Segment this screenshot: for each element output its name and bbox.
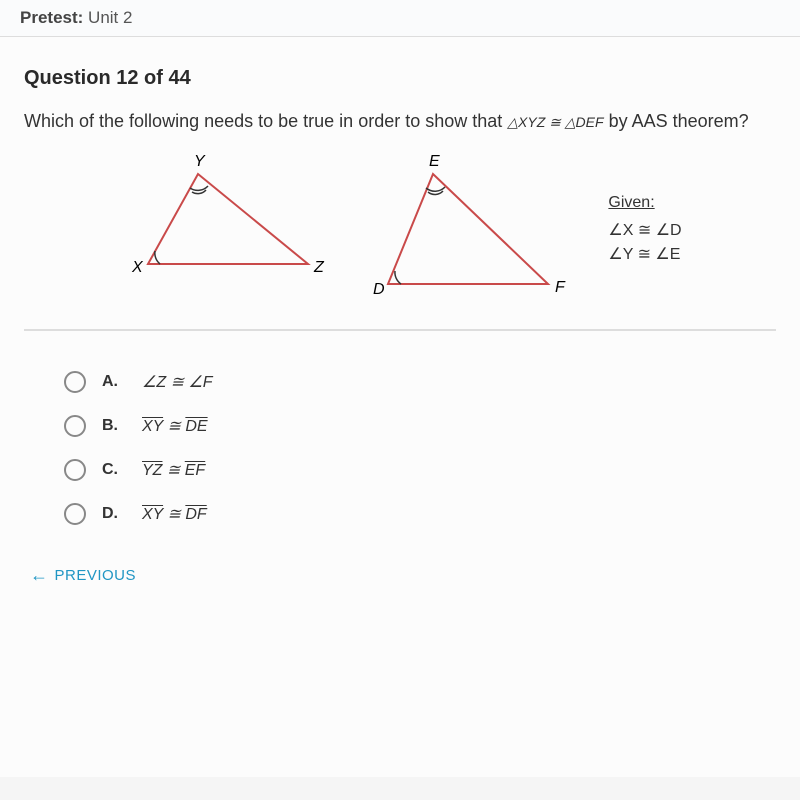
answer-letter: D.: [102, 505, 126, 523]
given-line-1: ∠X ≅ ∠D: [608, 219, 681, 243]
figure-area: X Y Z D E F Given: ∠X ≅ ∠D ∠Y ≅ ∠E: [24, 154, 776, 331]
prompt-pre: Which of the following needs to be true …: [24, 111, 507, 131]
angle-arc-x: [155, 251, 160, 264]
triangle-def-shape: [388, 174, 548, 284]
label-x: X: [131, 259, 144, 276]
breadcrumb-unit: Unit 2: [88, 8, 132, 27]
previous-label: PREVIOUS: [55, 567, 137, 584]
triangles: X Y Z D E F: [118, 154, 568, 304]
answer-letter: A.: [102, 373, 126, 391]
angle-arc-e1: [426, 187, 445, 191]
triangle-def: D E F: [363, 154, 568, 304]
answer-option-d[interactable]: D. XY ≅ DF: [64, 503, 776, 525]
radio-icon[interactable]: [64, 459, 86, 481]
triangle-xyz-shape: [148, 174, 308, 264]
label-e: E: [429, 154, 440, 170]
question-number: Question 12 of 44: [24, 67, 776, 90]
answer-option-b[interactable]: B. XY ≅ DE: [64, 415, 776, 437]
label-f: F: [555, 279, 566, 296]
angle-arc-d: [395, 271, 401, 284]
prompt-math: △XYZ ≅ △DEF: [507, 114, 603, 130]
answer-letter: B.: [102, 417, 126, 435]
label-z: Z: [313, 259, 325, 276]
given-title: Given:: [608, 191, 681, 215]
given-box: Given: ∠X ≅ ∠D ∠Y ≅ ∠E: [608, 191, 681, 267]
answer-list: A. ∠Z ≅ ∠F B. XY ≅ DE C. YZ ≅ EF D. XY ≅…: [24, 361, 776, 525]
answer-option-c[interactable]: C. YZ ≅ EF: [64, 459, 776, 481]
prompt-post: by AAS theorem?: [609, 111, 749, 131]
breadcrumb-label: Pretest:: [20, 8, 83, 27]
breadcrumb: Pretest: Unit 2: [0, 0, 800, 37]
radio-icon[interactable]: [64, 415, 86, 437]
given-line-2: ∠Y ≅ ∠E: [608, 243, 681, 267]
answer-text: YZ ≅ EF: [142, 460, 205, 480]
question-page: Question 12 of 44 Which of the following…: [0, 37, 800, 777]
label-y: Y: [194, 154, 206, 170]
answer-text: XY ≅ DE: [142, 416, 208, 436]
question-prompt: Which of the following needs to be true …: [24, 108, 776, 134]
radio-icon[interactable]: [64, 503, 86, 525]
answer-text: ∠Z ≅ ∠F: [142, 372, 213, 392]
label-d: D: [373, 281, 385, 298]
radio-icon[interactable]: [64, 371, 86, 393]
answer-text: XY ≅ DF: [142, 504, 207, 524]
triangle-xyz: X Y Z: [118, 154, 328, 284]
previous-button[interactable]: ← PREVIOUS: [24, 565, 776, 586]
arrow-left-icon: ←: [30, 565, 49, 586]
answer-option-a[interactable]: A. ∠Z ≅ ∠F: [64, 371, 776, 393]
answer-letter: C.: [102, 461, 126, 479]
